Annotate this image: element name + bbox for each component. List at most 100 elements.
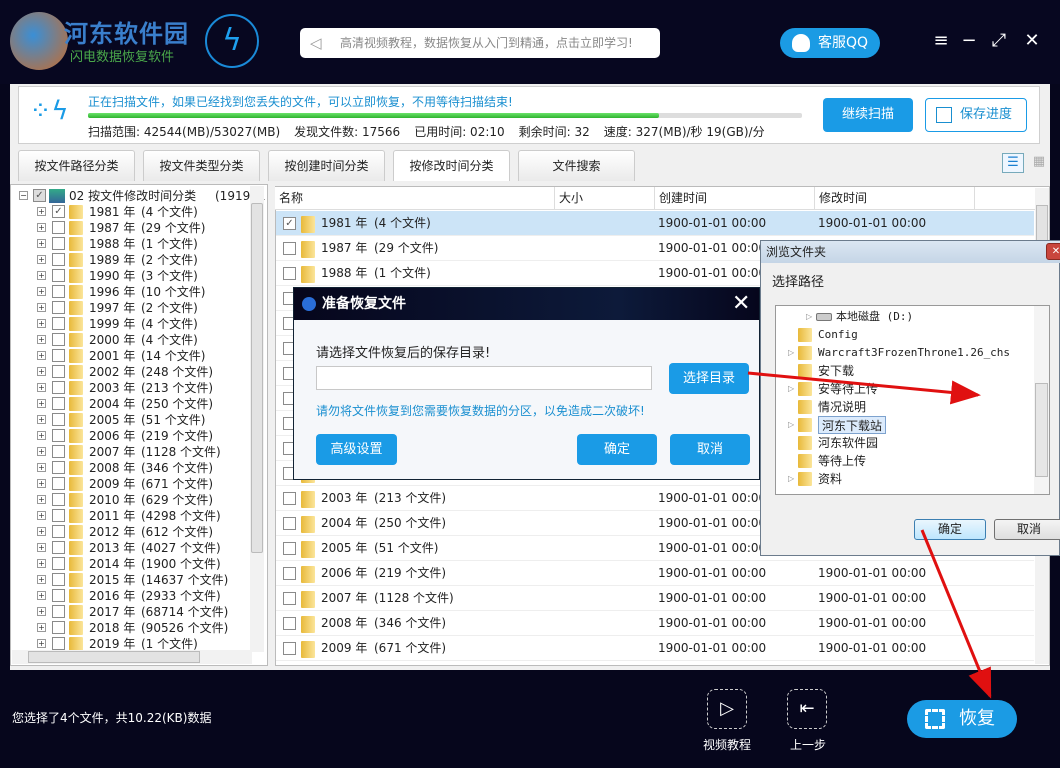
table-row[interactable]: 2008 年 (346 个文件) 1900-01-01 00:00 1900-01-0… bbox=[276, 611, 1034, 636]
tab-1[interactable]: 按文件类型分类 bbox=[143, 150, 260, 181]
checkbox[interactable] bbox=[283, 242, 296, 255]
tree-item[interactable]: +1987 年 (29 个文件) bbox=[37, 220, 257, 236]
checkbox[interactable] bbox=[52, 637, 65, 650]
tree-item[interactable]: +2018 年 (90526 个文件) bbox=[37, 620, 257, 636]
tree-item[interactable]: + ✓ 1981 年 (4 个文件) bbox=[37, 204, 257, 220]
column-modified[interactable]: 修改时间 bbox=[815, 187, 975, 210]
maximize-icon[interactable]: ⤢ bbox=[991, 30, 1007, 51]
menu-icon[interactable]: ≡ bbox=[933, 30, 949, 51]
expand-icon[interactable]: + bbox=[37, 287, 46, 296]
expand-icon[interactable]: + bbox=[37, 207, 46, 216]
expand-icon[interactable]: + bbox=[37, 271, 46, 280]
checkbox[interactable] bbox=[52, 317, 65, 330]
checkbox[interactable] bbox=[52, 509, 65, 522]
table-row[interactable]: 2005 年 (51 个文件) 1900-01-01 00:00 bbox=[276, 536, 1034, 561]
tree-item[interactable]: +2000 年 (4 个文件) bbox=[37, 332, 257, 348]
checkbox[interactable] bbox=[52, 557, 65, 570]
expand-icon[interactable]: + bbox=[37, 303, 46, 312]
checkbox[interactable]: ✓ bbox=[283, 217, 296, 230]
expand-icon[interactable]: + bbox=[37, 319, 46, 328]
checkbox[interactable] bbox=[52, 541, 65, 554]
expand-icon[interactable]: + bbox=[37, 511, 46, 520]
tab-0[interactable]: 按文件路径分类 bbox=[18, 150, 135, 181]
notice-bar[interactable]: ◁ 高清视频教程，数据恢复从入门到精通，点击立即学习! bbox=[300, 28, 660, 58]
video-tutorial-button[interactable]: ▷ bbox=[707, 689, 747, 729]
table-row[interactable]: 2004 年 (250 个文件) 1900-01-01 00:00 bbox=[276, 511, 1034, 536]
tree-item[interactable]: +1999 年 (4 个文件) bbox=[37, 316, 257, 332]
tree-item[interactable]: +2006 年 (219 个文件) bbox=[37, 428, 257, 444]
checkbox[interactable] bbox=[52, 493, 65, 506]
tree-item[interactable]: +2004 年 (250 个文件) bbox=[37, 396, 257, 412]
folder-item[interactable]: Config bbox=[818, 328, 858, 341]
table-row[interactable]: 2006 年 (219 个文件) 1900-01-01 00:00 1900-01-0… bbox=[276, 561, 1034, 586]
expand-icon[interactable]: + bbox=[37, 623, 46, 632]
cancel-button[interactable]: 取消 bbox=[670, 434, 750, 465]
tree-hscroll-thumb[interactable] bbox=[28, 651, 200, 663]
tree-item[interactable]: +2015 年 (14637 个文件) bbox=[37, 572, 257, 588]
close-icon[interactable]: ✕ bbox=[1046, 243, 1060, 260]
checkbox[interactable] bbox=[52, 525, 65, 538]
customer-service-qq-button[interactable]: 客服QQ bbox=[780, 28, 880, 58]
tree-item[interactable]: +2005 年 (51 个文件) bbox=[37, 412, 257, 428]
selected-folder[interactable]: 河东下载站 bbox=[818, 416, 887, 434]
ok-button[interactable]: 确定 bbox=[577, 434, 657, 465]
tree-item[interactable]: +1990 年 (3 个文件) bbox=[37, 268, 257, 284]
expand-arrow-icon[interactable]: ▷ bbox=[806, 312, 813, 321]
checkbox[interactable] bbox=[52, 349, 65, 362]
tree-item[interactable]: +2009 年 (671 个文件) bbox=[37, 476, 257, 492]
expand-icon[interactable]: + bbox=[37, 479, 46, 488]
advanced-settings-button[interactable]: 高级设置 bbox=[316, 434, 397, 465]
checkbox[interactable] bbox=[52, 365, 65, 378]
checkbox[interactable] bbox=[283, 617, 296, 630]
checkbox[interactable] bbox=[52, 413, 65, 426]
checkbox[interactable] bbox=[283, 267, 296, 280]
checkbox[interactable] bbox=[52, 237, 65, 250]
expand-icon[interactable]: + bbox=[37, 463, 46, 472]
column-created[interactable]: 创建时间 bbox=[655, 187, 815, 210]
checkbox[interactable] bbox=[52, 285, 65, 298]
checkbox[interactable] bbox=[52, 429, 65, 442]
checkbox[interactable] bbox=[52, 221, 65, 234]
checkbox[interactable] bbox=[52, 621, 65, 634]
checkbox[interactable] bbox=[52, 589, 65, 602]
checkbox[interactable] bbox=[52, 381, 65, 394]
folder-item[interactable]: 安下载 bbox=[818, 364, 855, 378]
expand-icon[interactable]: + bbox=[37, 575, 46, 584]
folder-browser-tree[interactable]: ▷ 本地磁盘 (D:) Config ▷ Warcraft3FrozenThrone1.… bbox=[775, 305, 1050, 495]
expand-icon[interactable]: + bbox=[37, 527, 46, 536]
tree-item[interactable]: +2001 年 (14 个文件) bbox=[37, 348, 257, 364]
tree-item[interactable]: +1996 年 (10 个文件) bbox=[37, 284, 257, 300]
checkbox[interactable] bbox=[283, 592, 296, 605]
table-row[interactable]: 2007 年 (1128 个文件) 1900-01-01 00:00 1900-01-… bbox=[276, 586, 1034, 611]
expand-icon[interactable]: + bbox=[37, 367, 46, 376]
folder-item[interactable]: 本地磁盘 (D:) bbox=[836, 310, 914, 323]
back-button[interactable]: ⇤ bbox=[787, 689, 827, 729]
table-row[interactable]: 2009 年 (671 个文件) 1900-01-01 00:00 1900-01-0… bbox=[276, 636, 1034, 661]
tree-item[interactable]: +2014 年 (1900 个文件) bbox=[37, 556, 257, 572]
column-name[interactable]: 名称 bbox=[275, 187, 555, 210]
tree-item[interactable]: +2016 年 (2933 个文件) bbox=[37, 588, 257, 604]
list-view-icon[interactable]: ☰ bbox=[1002, 153, 1024, 173]
folder-item[interactable]: 河东软件园 bbox=[818, 436, 879, 450]
checkbox[interactable]: ✓ bbox=[33, 189, 46, 202]
expand-icon[interactable]: + bbox=[37, 383, 46, 392]
tree-item[interactable]: +2007 年 (1128 个文件) bbox=[37, 444, 257, 460]
column-size[interactable]: 大小 bbox=[555, 187, 655, 210]
close-icon[interactable]: ✕ bbox=[732, 291, 751, 316]
expand-icon[interactable]: + bbox=[37, 351, 46, 360]
table-row[interactable]: ✓ 1981 年 (4 个文件) 1900-01-01 00:00 1900-01-01… bbox=[276, 211, 1034, 236]
continue-scan-button[interactable]: 继续扫描 bbox=[823, 98, 913, 132]
collapse-icon[interactable]: − bbox=[19, 191, 28, 200]
checkbox[interactable] bbox=[52, 253, 65, 266]
tree-item[interactable]: +2013 年 (4027 个文件) bbox=[37, 540, 257, 556]
browse-scroll-thumb[interactable] bbox=[1035, 383, 1048, 477]
expand-icon[interactable]: + bbox=[37, 335, 46, 344]
tree-item[interactable]: +2012 年 (612 个文件) bbox=[37, 524, 257, 540]
expand-icon[interactable]: + bbox=[37, 415, 46, 424]
expand-arrow-icon[interactable]: ▷ bbox=[788, 474, 795, 483]
expand-icon[interactable]: + bbox=[37, 639, 46, 648]
grid-view-icon[interactable]: ▦ bbox=[1032, 154, 1046, 169]
minimize-icon[interactable]: − bbox=[961, 30, 977, 51]
browse-ok-button[interactable]: 确定 bbox=[914, 519, 986, 540]
checkbox[interactable] bbox=[52, 301, 65, 314]
